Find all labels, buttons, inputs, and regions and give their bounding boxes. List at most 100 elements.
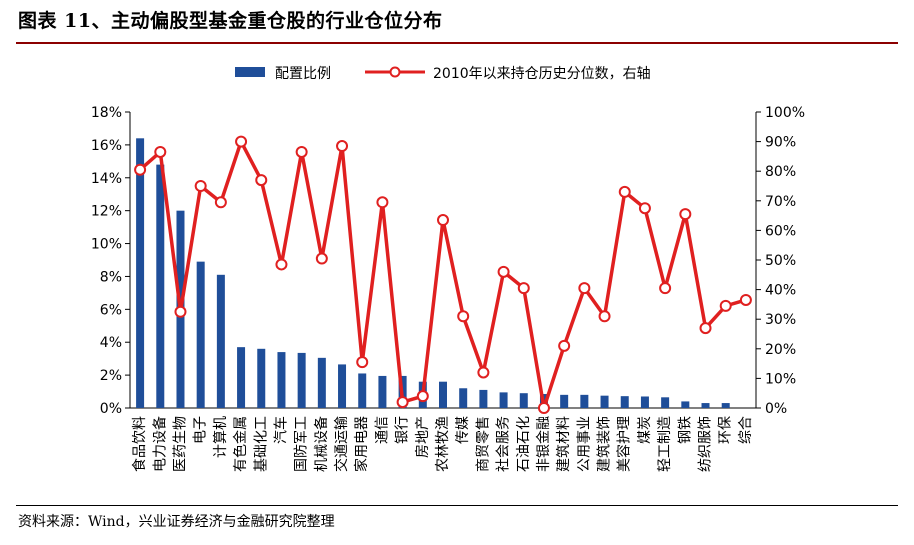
x-tick-label: 基础化工 bbox=[252, 416, 269, 472]
bar bbox=[378, 375, 387, 408]
legend-line-label: 2010年以来持仓历史分位数，右轴 bbox=[433, 66, 651, 82]
bar-series bbox=[136, 138, 730, 409]
x-tick-label: 计算机 bbox=[213, 416, 229, 458]
x-tick-label: 综合 bbox=[738, 416, 754, 444]
line-point bbox=[638, 202, 651, 215]
left-axis-tick-label: 12% bbox=[91, 204, 122, 220]
x-tick-label: 银行 bbox=[395, 416, 411, 444]
bar bbox=[196, 261, 205, 408]
x-tick-label: 煤炭 bbox=[637, 416, 653, 444]
line-point bbox=[396, 396, 409, 409]
title-rule bbox=[16, 42, 898, 44]
x-tick-label: 建筑材料 bbox=[556, 416, 572, 472]
line-series bbox=[134, 135, 752, 414]
bar bbox=[701, 403, 710, 408]
line-point bbox=[437, 214, 449, 227]
bar bbox=[580, 394, 589, 408]
bar bbox=[257, 348, 266, 408]
line-point bbox=[134, 163, 147, 176]
line-point bbox=[336, 140, 349, 153]
line-point bbox=[416, 390, 429, 403]
bar bbox=[297, 352, 306, 408]
bar bbox=[640, 396, 649, 408]
line-point bbox=[679, 208, 692, 221]
legend: 配置比例 2010年以来持仓历史分位数，右轴 bbox=[235, 66, 651, 82]
right-axis-tick-label: 30% bbox=[765, 312, 796, 328]
right-axis-tick-label: 60% bbox=[765, 223, 796, 239]
right-axis-tick-label: 40% bbox=[765, 283, 796, 299]
x-tick-label: 美容护理 bbox=[616, 416, 633, 472]
line-point bbox=[376, 196, 389, 209]
line-point bbox=[235, 135, 248, 148]
bar bbox=[156, 164, 165, 408]
x-tick-label: 轻工制造 bbox=[657, 416, 673, 472]
axes: 0% 2% 4% 6% 8% 10% 12% 14% 16% 18% 0% 10% 20% 30% 40% 5… bbox=[91, 105, 805, 417]
x-tick-label: 医药生物 bbox=[172, 416, 188, 472]
source-rule bbox=[16, 505, 898, 506]
left-axis-tick-label: 8% bbox=[100, 269, 122, 285]
x-tick-label: 房地产 bbox=[415, 416, 431, 458]
x-tick-label: 电子 bbox=[193, 416, 209, 444]
left-axis-tick-label: 18% bbox=[91, 105, 122, 121]
line-point bbox=[457, 310, 470, 323]
right-axis-tick-label: 50% bbox=[765, 253, 796, 269]
left-axis-tick-label: 4% bbox=[100, 335, 122, 351]
bar bbox=[560, 394, 569, 408]
x-tick-label: 商贸零售 bbox=[475, 416, 491, 472]
line-point bbox=[356, 356, 369, 369]
legend-bar-swatch bbox=[235, 67, 265, 77]
figure-title: 图表 11、主动偏股型基金重仓股的行业仓位分布 bbox=[18, 10, 443, 32]
line-point bbox=[275, 258, 288, 271]
x-tick-label: 通信 bbox=[374, 416, 390, 444]
line-point bbox=[598, 310, 611, 323]
right-axis-tick-label: 100% bbox=[765, 105, 805, 121]
x-tick-label: 纺织服饰 bbox=[698, 416, 714, 472]
right-axis-tick-label: 20% bbox=[765, 342, 796, 358]
line-point bbox=[477, 366, 490, 379]
line-point bbox=[558, 339, 571, 352]
x-tick-label: 农林牧渔 bbox=[435, 416, 451, 472]
bar bbox=[681, 401, 690, 408]
x-tick-label: 钢铁 bbox=[677, 416, 693, 444]
left-axis-tick-label: 6% bbox=[100, 302, 122, 318]
right-axis-tick-label: 10% bbox=[765, 371, 796, 387]
bar bbox=[721, 403, 730, 408]
line-point bbox=[618, 185, 631, 198]
bar bbox=[338, 364, 347, 408]
left-axis-tick-label: 10% bbox=[91, 237, 122, 253]
bar bbox=[237, 347, 246, 408]
x-tick-label: 食品饮料 bbox=[131, 416, 148, 472]
x-tick-label: 社会服务 bbox=[496, 416, 512, 472]
bar bbox=[439, 381, 447, 408]
bar bbox=[519, 393, 528, 408]
legend-line-marker bbox=[389, 66, 401, 78]
left-axis-tick-label: 16% bbox=[91, 138, 122, 154]
line-point bbox=[174, 305, 187, 318]
line-point bbox=[578, 282, 591, 295]
bar bbox=[358, 373, 367, 408]
bar bbox=[661, 397, 670, 408]
x-tick-labels: 食品饮料 电力设备 医药生物 电子 计算机 有色金属 基础化工 汽车 国防军工 机械设备 交通运输家… bbox=[131, 416, 754, 472]
bar bbox=[459, 388, 468, 408]
bar bbox=[216, 274, 225, 408]
bar bbox=[620, 396, 629, 408]
x-tick-label: 石油石化 bbox=[516, 416, 532, 472]
x-tick-label: 建筑装饰 bbox=[597, 416, 613, 472]
line-point bbox=[214, 196, 227, 209]
source-note: 资料来源：Wind，兴业证券经济与金融研究院整理 bbox=[18, 514, 335, 530]
x-tick-label: 有色金属 bbox=[232, 416, 249, 472]
bar bbox=[479, 389, 488, 408]
right-axis-tick-label: 0% bbox=[765, 401, 787, 417]
left-axis-tick-label: 0% bbox=[100, 401, 122, 417]
right-axis-tick-label: 90% bbox=[765, 135, 796, 151]
bar bbox=[499, 392, 508, 408]
line-point bbox=[517, 282, 530, 295]
x-tick-label: 公用事业 bbox=[576, 416, 592, 472]
left-axis-tick-label: 2% bbox=[100, 368, 122, 384]
line-point bbox=[739, 293, 752, 306]
bar bbox=[277, 352, 286, 408]
right-axis-tick-label: 80% bbox=[765, 164, 796, 180]
x-tick-label: 汽车 bbox=[272, 416, 289, 444]
bar bbox=[136, 138, 145, 409]
